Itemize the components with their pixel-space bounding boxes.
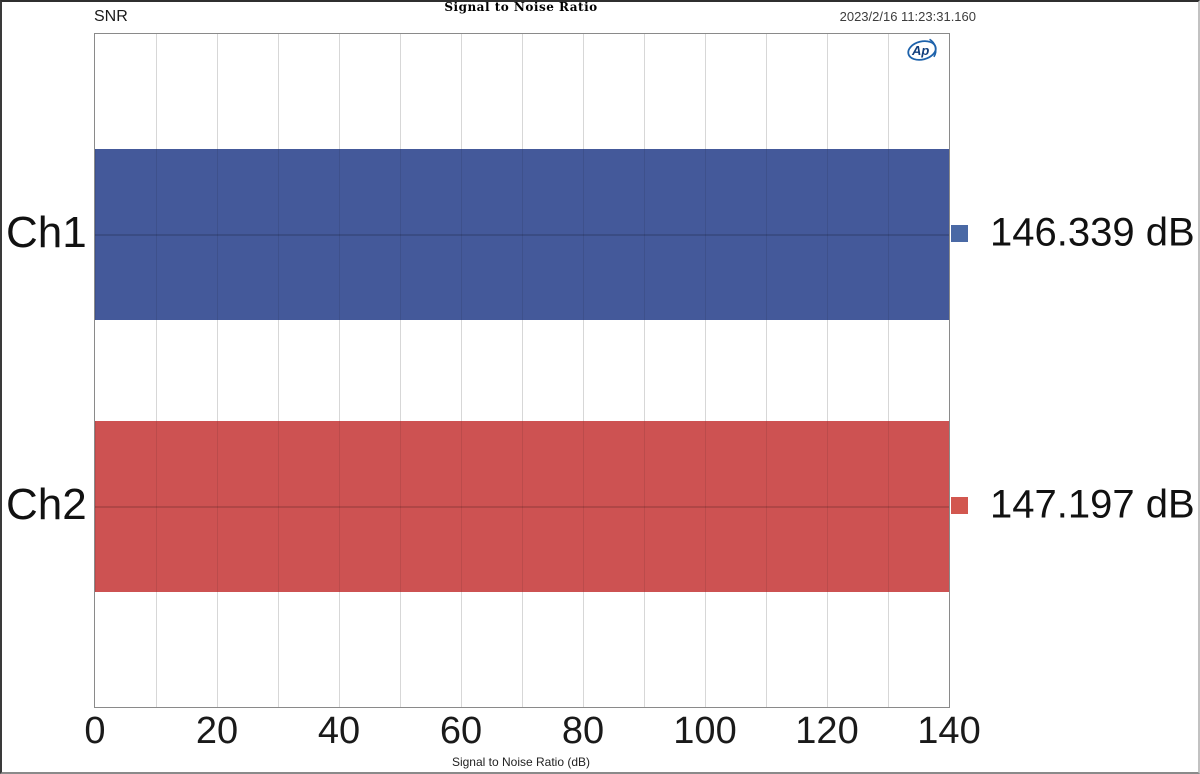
bar-ch2 [95,421,949,592]
bar-ch1 [95,149,949,320]
gridline-vertical [704,34,706,707]
x-tick-label: 60 [439,710,483,752]
category-label-ch2: Ch2 [6,479,87,529]
gridline-vertical [460,34,462,707]
gridline-vertical [765,34,767,707]
gridline-vertical [826,34,828,707]
ap-logo-text: Ap [911,43,929,58]
gridline-vertical [399,34,401,707]
category-label-ch1: Ch1 [6,207,87,257]
x-tick-label: 120 [795,710,859,752]
gridline-vertical [216,34,218,707]
gridline-vertical [643,34,645,707]
gridline-vertical [887,34,889,707]
gridline-vertical [521,34,523,707]
gridline-vertical [338,34,340,707]
value-label-ch2: 147.197 dB [990,482,1195,527]
x-tick-label: 40 [317,710,361,752]
graph-name-label: SNR [94,8,128,25]
gridline-category-center [95,233,949,236]
audio-precision-logo-icon: Ap [907,38,937,61]
x-tick-label: 140 [917,710,981,752]
x-tick-label: 80 [561,710,605,752]
x-axis-title: Signal to Noise Ratio (dB) [451,755,591,769]
timestamp: 2023/2/16 11:23:31.160 [839,9,976,24]
gridline-vertical [155,34,157,707]
x-tick-label: 20 [195,710,239,752]
value-label-ch1: 146.339 dB [990,210,1195,255]
legend-marker-ch1 [951,225,968,242]
legend-marker-ch2 [951,497,968,514]
plot-area: Ap [94,33,950,708]
gridline-vertical [582,34,584,707]
x-tick-label: 100 [673,710,737,752]
gridline-vertical [277,34,279,707]
gridline-category-center [95,505,949,508]
chart-title: Signal to Noise Ratio [444,0,598,14]
x-tick-label: 0 [84,710,106,752]
